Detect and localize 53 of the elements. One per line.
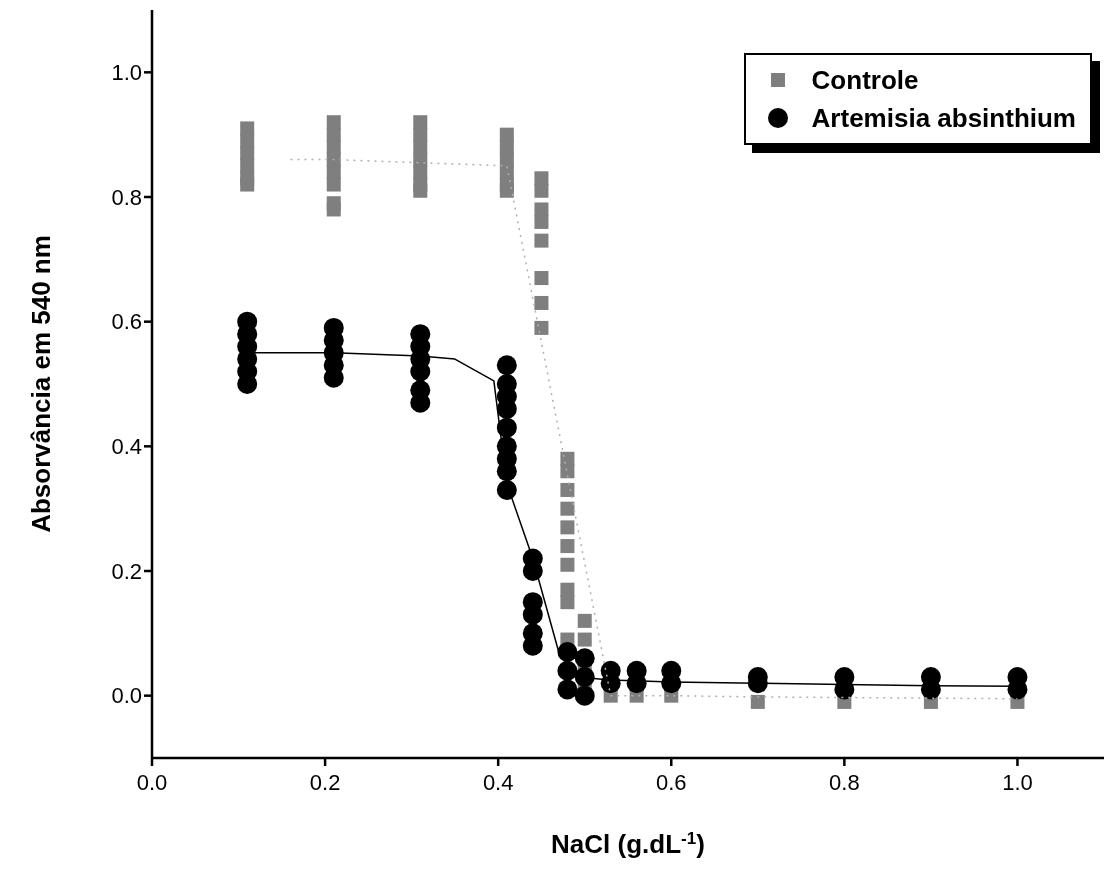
point	[1007, 679, 1028, 700]
point	[413, 115, 428, 130]
point	[534, 295, 549, 310]
y-tick-label: 0.2	[111, 558, 142, 584]
point	[560, 539, 575, 554]
point	[240, 177, 255, 192]
point	[496, 479, 517, 500]
point	[560, 557, 575, 572]
x-tick-label: 0.8	[829, 769, 860, 795]
y-tick-label: 1.0	[111, 60, 142, 86]
point	[560, 520, 575, 535]
point	[920, 679, 941, 700]
point	[534, 202, 549, 217]
point	[534, 271, 549, 286]
x-tick-label: 0.0	[136, 769, 168, 795]
legend-label: Controle	[811, 64, 919, 97]
point	[534, 233, 549, 248]
point	[413, 165, 428, 180]
y-tick-label: 0.0	[111, 683, 142, 709]
point	[560, 595, 575, 610]
y-tick-label: 0.6	[111, 309, 142, 335]
x-tick-label: 0.2	[309, 769, 341, 795]
point	[834, 679, 855, 700]
y-tick-label: 0.4	[111, 434, 142, 460]
point	[496, 417, 517, 438]
point	[326, 202, 341, 217]
point	[496, 355, 517, 376]
x-tick-label: 0.6	[655, 769, 687, 795]
point	[534, 320, 549, 335]
point	[577, 632, 592, 647]
point	[534, 214, 549, 229]
y-tick-label: 0.8	[111, 184, 142, 210]
point	[326, 177, 341, 192]
point	[499, 183, 514, 198]
x-tick-label: 1.0	[1002, 769, 1033, 795]
point	[574, 648, 595, 669]
y-axis-title: Absorvância em 540 nm	[26, 235, 56, 533]
point	[560, 464, 575, 479]
point	[534, 183, 549, 198]
point	[240, 121, 255, 136]
point	[326, 115, 341, 130]
point	[557, 679, 578, 700]
point	[560, 482, 575, 497]
point	[413, 183, 428, 198]
point	[574, 685, 595, 706]
point	[534, 171, 549, 186]
x-axis-title: NaCl (g.dL$^{-1}$)	[551, 828, 705, 859]
x-tick-label: 0.4	[482, 769, 514, 795]
point	[560, 501, 575, 516]
point	[750, 694, 765, 709]
legend-label: Artemisia absinthium	[811, 102, 1076, 135]
point	[577, 613, 592, 628]
point	[237, 374, 258, 394]
